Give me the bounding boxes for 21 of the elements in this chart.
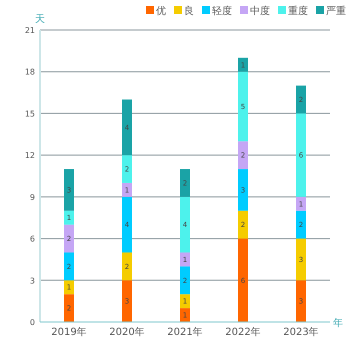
y-tick-label: 0 [30, 318, 35, 327]
x-tick-label: 2021年 [167, 326, 203, 338]
y-tick-label: 15 [24, 109, 35, 118]
x-tick-label: 2019年 [51, 326, 87, 338]
x-axis-title: 年 [333, 317, 343, 329]
y-axis-title: 天 [35, 14, 45, 25]
x-tick-label: 2023年 [283, 326, 319, 338]
legend-label: 轻度 [212, 5, 232, 17]
y-tick-label: 21 [24, 26, 35, 35]
legend-label: 中度 [250, 5, 270, 17]
y-tick-label: 6 [30, 234, 35, 244]
legend-label: 优 [156, 6, 166, 17]
y-tick-label: 3 [30, 276, 35, 286]
x-tick-label: 2020年 [109, 326, 145, 338]
y-tick-label: 18 [24, 68, 35, 77]
y-tick-label: 9 [30, 192, 35, 202]
legend-label: 良 [184, 5, 194, 17]
y-tick-label: 12 [24, 151, 35, 160]
x-tick-label: 2022年 [225, 326, 261, 338]
legend-label: 严重 [326, 5, 346, 17]
legend-label: 重度 [288, 5, 308, 17]
